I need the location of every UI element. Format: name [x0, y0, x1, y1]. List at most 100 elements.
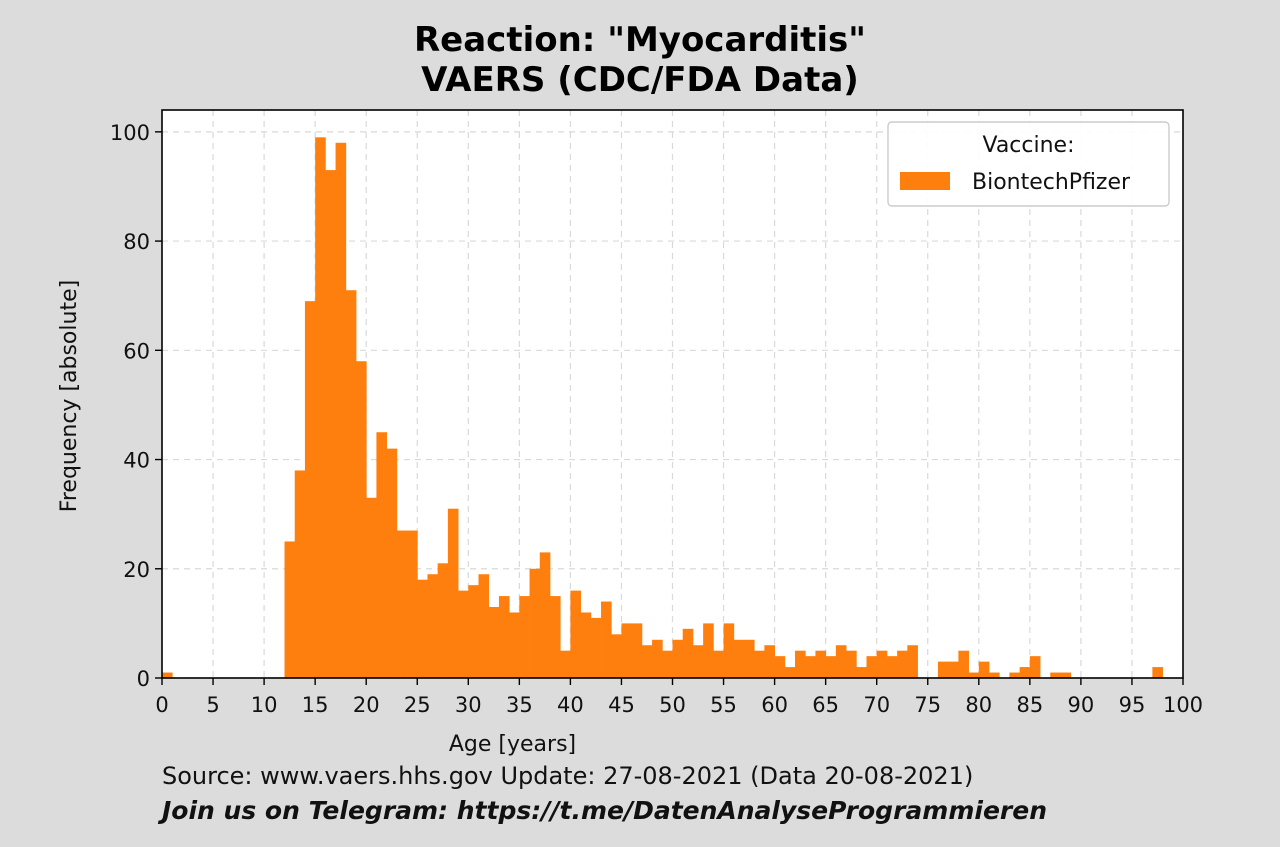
histogram-bar: [580, 612, 592, 678]
histogram-bar: [784, 667, 796, 678]
histogram-bar: [417, 579, 428, 678]
histogram-bar: [662, 650, 673, 678]
x-tick-label: 0: [155, 693, 168, 717]
histogram-bar: [672, 639, 684, 678]
x-tick-label: 85: [1016, 693, 1043, 717]
histogram-bar: [601, 601, 612, 678]
histogram-bar: [590, 617, 602, 678]
histogram-bar: [304, 301, 316, 678]
histogram-bar: [355, 361, 367, 678]
chart-title-line-2: VAERS (CDC/FDA Data): [421, 60, 859, 100]
x-tick-label: 55: [710, 693, 737, 717]
histogram-bar: [366, 497, 377, 678]
histogram-bar: [907, 645, 918, 678]
histogram-bar: [570, 590, 582, 678]
histogram-chart: 0 5 10 15 20 25 30 35 40 45 50 55 60 65 70 75 80 85 90 95 10…: [57, 109, 1203, 757]
histogram-bar: [835, 645, 847, 678]
x-tick-label: 10: [251, 693, 278, 717]
histogram-bar: [376, 432, 388, 678]
histogram-bar: [805, 656, 816, 678]
histogram-bar: [325, 170, 336, 679]
histogram-bar: [539, 552, 551, 678]
x-tick-label: 30: [455, 693, 482, 717]
histogram-bar: [733, 639, 745, 678]
histogram-bar: [631, 623, 643, 678]
histogram-bar: [692, 645, 704, 678]
y-tick-label: 40: [123, 449, 150, 473]
histogram-bar: [713, 650, 724, 678]
y-tick-label: 100: [110, 121, 150, 145]
histogram-bar: [478, 574, 490, 678]
y-axis-label: Frequency [absolute]: [57, 280, 82, 512]
histogram-bar: [886, 656, 898, 678]
histogram-bar: [1152, 667, 1163, 678]
histogram-bar: [652, 639, 663, 678]
x-tick-label: 75: [914, 693, 941, 717]
histogram-bar: [549, 596, 561, 678]
histogram-bar: [611, 634, 622, 678]
x-tick-label: 15: [302, 693, 329, 717]
legend-title: Vaccine:: [982, 133, 1074, 158]
legend-swatch: [900, 172, 950, 190]
histogram-bar: [447, 508, 459, 678]
histogram-bar: [897, 650, 908, 678]
histogram-bar: [1050, 672, 1061, 678]
histogram-bar: [846, 650, 857, 678]
y-tick-label: 20: [123, 558, 150, 582]
histogram-bar: [315, 137, 326, 679]
histogram-bar: [427, 574, 439, 678]
histogram-bar: [284, 541, 296, 678]
histogram-bar: [774, 656, 786, 678]
x-tick-label: 100: [1163, 693, 1203, 717]
histogram-bar: [498, 596, 510, 678]
x-tick-label: 5: [206, 693, 219, 717]
histogram-bar: [1009, 672, 1021, 678]
y-tick-label: 60: [123, 339, 150, 363]
y-tick-label: 80: [123, 230, 150, 254]
histogram-bar: [509, 612, 520, 678]
x-tick-label: 25: [404, 693, 431, 717]
x-tick-label: 35: [506, 693, 533, 717]
x-tick-label: 90: [1068, 693, 1095, 717]
x-tick-label: 40: [557, 693, 584, 717]
histogram-bar: [458, 590, 469, 678]
histogram-bar: [294, 470, 306, 678]
histogram-bar: [407, 530, 418, 678]
x-tick-label: 20: [353, 693, 380, 717]
legend-box: [887, 121, 1170, 207]
x-tick-label: 50: [659, 693, 686, 717]
histogram-bar: [641, 645, 653, 678]
histogram-bar: [335, 142, 347, 678]
source-caption: Source: www.vaers.hhs.gov Update: 27-08-…: [162, 762, 974, 790]
y-tick-label: 0: [137, 667, 150, 691]
histogram-bar: [876, 650, 888, 678]
histogram-bar: [856, 667, 867, 678]
histogram-bar: [825, 656, 837, 678]
histogram-bar: [754, 650, 765, 678]
histogram-bar: [1060, 672, 1072, 678]
x-tick-label: 65: [812, 693, 839, 717]
histogram-bar: [937, 661, 949, 678]
histogram-bar: [764, 645, 775, 678]
histogram-bar: [519, 596, 530, 678]
x-tick-label: 45: [608, 693, 635, 717]
histogram-bar: [948, 661, 959, 678]
histogram-bar: [468, 585, 479, 678]
histogram-bar: [162, 672, 173, 678]
histogram-bar: [386, 448, 398, 678]
histogram-bar: [968, 672, 980, 678]
x-tick-label: 95: [1119, 693, 1146, 717]
x-tick-label: 80: [965, 693, 992, 717]
x-axis-label: Age [years]: [449, 732, 576, 757]
chart-title-line-1: Reaction: "Myocarditis": [413, 20, 867, 60]
histogram-bar: [345, 290, 357, 678]
histogram-bar: [743, 639, 755, 678]
histogram-bar: [989, 672, 1000, 678]
histogram-bar: [1019, 667, 1031, 678]
histogram-bar: [1029, 656, 1041, 678]
histogram-bar: [560, 650, 571, 678]
histogram-bar: [958, 650, 969, 678]
histogram-bar: [396, 530, 408, 678]
histogram-bar: [437, 563, 449, 678]
histogram-bar: [723, 623, 735, 678]
